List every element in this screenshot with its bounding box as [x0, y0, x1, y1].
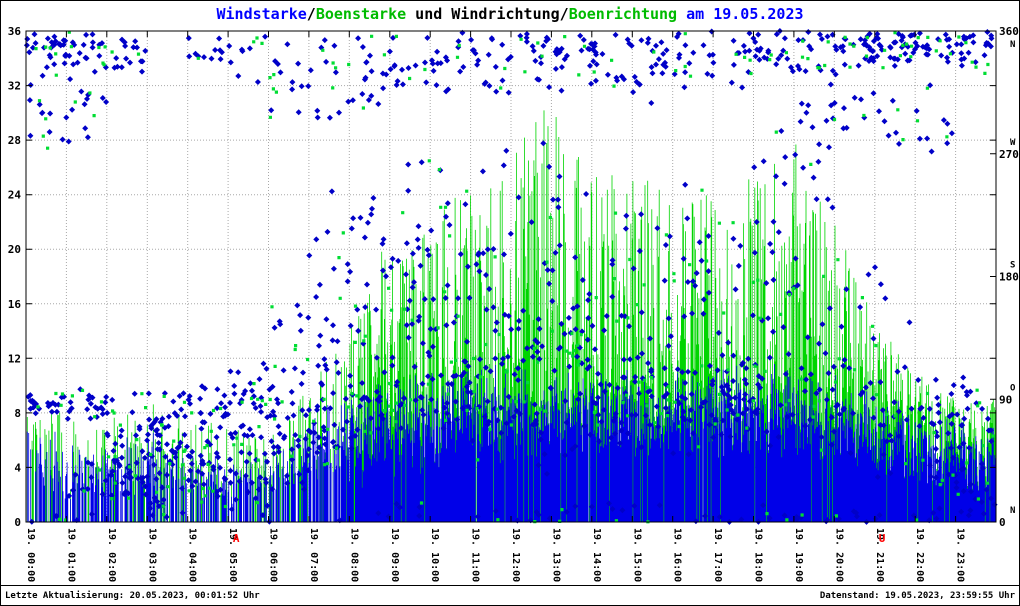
x-tick-label: 19. 06:00	[268, 528, 279, 582]
y-right-tick-label: 180	[999, 271, 1019, 284]
sunrise-mark: A	[233, 532, 240, 545]
compass-letter: N	[1010, 506, 1015, 516]
y-right-tick-label: 0	[999, 516, 1006, 529]
compass-letter: W	[1010, 138, 1016, 148]
x-tick-label: 19. 11:00	[470, 528, 481, 582]
x-tick-label: 19. 20:00	[833, 528, 844, 582]
x-tick-label: 19. 22:00	[914, 528, 925, 582]
y-right-tick-label: 360	[999, 25, 1019, 38]
title-segment: Windstarke	[216, 5, 307, 23]
x-tick-label: 19. 12:00	[510, 528, 521, 582]
x-tick-label: 19. 14:00	[591, 528, 602, 582]
y-left-tick-label: 32	[8, 80, 21, 93]
x-tick-label: 19. 08:00	[348, 528, 359, 582]
x-tick-label: 19. 03:00	[146, 528, 157, 582]
y-left-tick-label: 0	[14, 516, 21, 529]
y-left-tick-label: 4	[14, 461, 21, 474]
x-tick-label: 19. 17:00	[712, 528, 723, 582]
y-right-tick-label: 270	[999, 148, 1019, 161]
axis-ticks	[25, 30, 997, 523]
title-segment: Boenstarke	[315, 5, 407, 23]
x-tick-label: 19. 02:00	[106, 528, 117, 582]
data-timestamp-text: Datenstand: 19.05.2023, 23:59:55 Uhr	[819, 591, 1015, 601]
x-tick-label: 19. 05:00	[227, 528, 238, 582]
chart-footer: Letzte Aktualisierung: 20.05.2023, 00:01…	[1, 585, 1019, 605]
sunset-mark: U	[879, 532, 886, 545]
compass-letter: S	[1010, 261, 1015, 271]
gust-direction-points	[34, 30, 995, 524]
x-tick-label: 19. 21:00	[874, 528, 885, 582]
x-tick-label: 19. 07:00	[308, 528, 319, 582]
y-left-tick-label: 12	[8, 352, 21, 365]
x-tick-label: 19. 00:00	[25, 528, 36, 582]
y-right-tick-label: 90	[999, 393, 1012, 406]
x-tick-label: 19. 19:00	[793, 528, 804, 582]
y-left-tick-label: 24	[8, 189, 22, 202]
x-tick-label: 19. 15:00	[631, 528, 642, 582]
x-tick-label: 19. 10:00	[429, 528, 440, 582]
x-tick-label: 19. 13:00	[550, 528, 561, 582]
compass-letter: O	[1010, 383, 1016, 393]
x-tick-label: 19. 18:00	[753, 528, 764, 582]
x-tick-label: 19. 09:00	[389, 528, 400, 582]
title-segment: /	[306, 5, 316, 23]
x-tick-label: 19. 16:00	[672, 528, 683, 582]
title-segment: und Windrichtung/	[406, 5, 569, 23]
title-segment: Boenrichtung	[568, 5, 678, 23]
title-segment: am 19.05.2023	[677, 5, 804, 23]
x-tick-label: 19. 23:00	[955, 528, 966, 582]
x-tick-label: 19. 04:00	[187, 528, 198, 582]
y-left-tick-label: 28	[8, 134, 21, 147]
y-left-tick-label: 8	[14, 407, 21, 420]
y-left-tick-label: 36	[8, 25, 22, 38]
y-left-tick-label: 16	[8, 298, 22, 311]
compass-letter: N	[1010, 40, 1015, 50]
chart-title: Windstarke/Boenstarke und Windrichtung/B…	[1, 5, 1019, 23]
x-tick-label: 19. 01:00	[65, 528, 76, 582]
last-update-text: Letzte Aktualisierung: 20.05.2023, 00:01…	[5, 591, 260, 601]
y-left-tick-label: 20	[8, 243, 21, 256]
